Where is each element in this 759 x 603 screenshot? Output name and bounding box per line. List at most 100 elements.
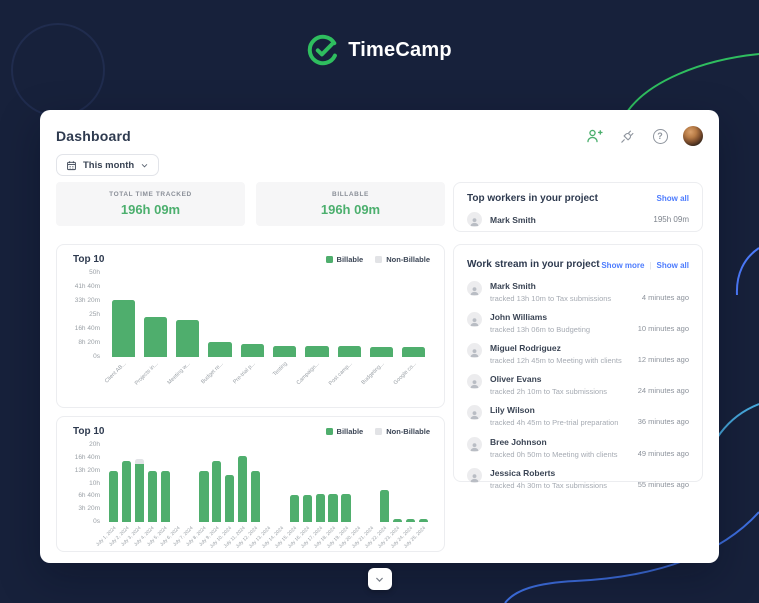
billable-segment: [393, 518, 403, 522]
person-icon: [470, 411, 479, 420]
bar[interactable]: [250, 470, 261, 522]
plug-icon[interactable]: [617, 126, 637, 146]
bar-slot: [223, 445, 236, 522]
activity-description: tracked 2h 10m to Tax submissions: [490, 387, 608, 397]
bar[interactable]: [143, 316, 168, 357]
chart-x-axis: July 1, 2024 July 2, 2024 July 3, 2024 July…: [95, 522, 430, 556]
chart-y-axis: 50h 41h 40m 33h 20m 25h 16h 40m 8h 20m 0s: [67, 269, 107, 360]
bar[interactable]: [341, 493, 351, 522]
bar[interactable]: [108, 470, 119, 522]
scroll-down-button[interactable]: [367, 568, 392, 590]
billable-segment: [208, 341, 232, 357]
billable-segment: [225, 474, 235, 522]
x-axis-cell: Google co...: [393, 357, 430, 401]
work-stream-row[interactable]: Miguel Rodriguez tracked 12h 45m to Meet…: [467, 338, 689, 369]
x-axis-cell: Post camp...: [328, 357, 365, 401]
bar[interactable]: [402, 346, 426, 357]
panel-title: Top workers in your project: [467, 193, 598, 204]
activity-main: Oliver Evans tracked 2h 10m to Tax submi…: [482, 374, 638, 396]
bar[interactable]: [380, 490, 390, 522]
x-axis-cell: Meeting w...: [167, 357, 204, 401]
activity-timestamp: 10 minutes ago: [637, 323, 689, 333]
activity-description: tracked 13h 10m to Tax submissions: [490, 293, 612, 303]
bar[interactable]: [328, 493, 338, 522]
bar[interactable]: [240, 344, 264, 357]
bar[interactable]: [176, 320, 200, 357]
top-worker-row[interactable]: Mark Smith 195h 09m: [467, 212, 689, 227]
dashboard-content: TOTAL TIME TRACKED 196h 09m BILLABLE 196…: [56, 182, 703, 552]
bar[interactable]: [238, 456, 248, 522]
x-axis-cell: Budgeting...: [361, 357, 397, 401]
legend-item[interactable]: Billable: [325, 427, 363, 436]
stat-value: 196h 09m: [120, 202, 181, 217]
bar[interactable]: [406, 518, 416, 522]
y-axis-tick: 50h: [89, 269, 100, 276]
billable-segment: [160, 470, 170, 522]
user-avatar[interactable]: [683, 126, 703, 146]
show-more-link[interactable]: Show more: [601, 261, 645, 270]
bar[interactable]: [199, 470, 209, 522]
bar[interactable]: [208, 341, 232, 357]
panel-header: Work stream in your project Show more | Sh…: [467, 255, 689, 273]
legend-label: Non-Billable: [386, 255, 430, 264]
user-name: Oliver Evans: [490, 374, 542, 385]
legend-item[interactable]: Billable: [325, 255, 363, 264]
activity-main: Lily Wilson tracked 4h 45m to Pre-trial …: [482, 405, 638, 427]
activity-description: tracked 4h 45m to Pre-trial preparation: [490, 418, 619, 428]
work-stream-row[interactable]: Bree Johnson tracked 0h 50m to Meeting w…: [467, 432, 689, 463]
bar[interactable]: [337, 346, 361, 357]
bar[interactable]: [111, 299, 135, 357]
show-all-link[interactable]: Show all: [656, 261, 689, 270]
bar[interactable]: [289, 495, 300, 522]
bar-slot: [172, 273, 204, 357]
legend-item[interactable]: Non-Billable: [375, 427, 430, 436]
y-axis-tick: 16h 40m: [74, 325, 100, 332]
bar[interactable]: [302, 495, 312, 522]
bar-slot: [262, 445, 275, 522]
date-filter-dropdown[interactable]: This month: [56, 154, 160, 176]
x-axis-cell: Campaign...: [296, 357, 333, 401]
work-stream-row[interactable]: Oliver Evans tracked 2h 10m to Tax submi…: [467, 370, 689, 401]
bar[interactable]: [147, 470, 157, 522]
bar[interactable]: [134, 459, 144, 522]
user-name: Jessica Roberts: [490, 467, 556, 478]
work-stream-row[interactable]: Jessica Roberts tracked 4h 30m to Tax su…: [467, 463, 689, 494]
billable-segment: [302, 495, 312, 522]
show-all-link[interactable]: Show all: [656, 194, 689, 203]
bar[interactable]: [121, 461, 132, 522]
bar[interactable]: [393, 518, 403, 522]
billable-segment: [402, 346, 426, 357]
add-user-icon[interactable]: [584, 126, 604, 146]
bar[interactable]: [273, 346, 297, 357]
help-icon[interactable]: ?: [650, 126, 670, 146]
bar[interactable]: [225, 474, 235, 522]
activity-main: Miguel Rodriguez tracked 12h 45m to Meet…: [482, 343, 638, 365]
bar-slot: [340, 445, 353, 522]
work-stream-row[interactable]: Lily Wilson tracked 4h 45m to Pre-trial …: [467, 401, 689, 432]
legend-item[interactable]: Non-Billable: [375, 255, 430, 264]
chevron-down-icon: [142, 163, 148, 167]
bar-slot: [107, 445, 120, 522]
billable-segment: [250, 470, 261, 522]
activity-timestamp: 4 minutes ago: [641, 292, 689, 302]
bar-slot: [301, 445, 314, 522]
work-stream-row[interactable]: John Williams tracked 13h 06m to Budgeti…: [467, 307, 689, 338]
panel-links: Show more | Show all: [601, 255, 689, 273]
header-actions: ?: [584, 126, 703, 146]
billable-segment: [380, 490, 390, 522]
bar[interactable]: [369, 346, 394, 357]
bar[interactable]: [305, 346, 329, 357]
bar-slot: [236, 445, 249, 522]
bar[interactable]: [212, 461, 222, 522]
bar-slot: [378, 445, 391, 522]
activity-main: Mark Smith tracked 13h 10m to Tax submis…: [482, 281, 642, 303]
bar[interactable]: [160, 470, 170, 522]
x-axis-cell: Projects in...: [134, 357, 171, 401]
stat-label: BILLABLE: [332, 191, 369, 198]
bar[interactable]: [315, 493, 325, 522]
billable-segment: [134, 464, 144, 522]
person-icon: [470, 473, 479, 482]
bar[interactable]: [418, 518, 429, 522]
billable-segment: [176, 320, 200, 357]
work-stream-row[interactable]: Mark Smith tracked 13h 10m to Tax submis…: [467, 276, 689, 307]
